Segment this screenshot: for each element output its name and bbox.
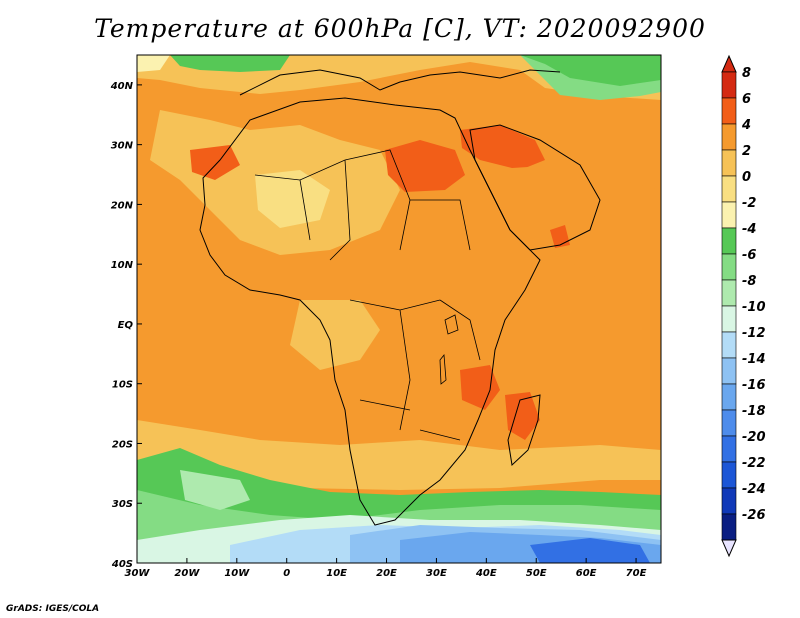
x-axis-ticks: 30W 20W 10W 0 10E 20E 30E 40E 50E 60E 70E	[125, 558, 647, 579]
colorbar-label: 4	[741, 118, 751, 133]
country-borders	[254, 149, 481, 441]
madagascar-coastline	[507, 394, 541, 467]
field-north-green-east-2	[520, 55, 661, 86]
colorbar-swatch	[721, 227, 737, 255]
y-tick-label: 20N	[111, 200, 134, 211]
colorbar-swatch	[721, 123, 737, 151]
footer-credit: GrADS: IGES/COLA	[6, 604, 100, 614]
colorbar: 8 6 4 2 0 -2 -4 -6 -8 -10 -12 -14 -16 -18 -20 -22 -24 -26	[721, 54, 766, 558]
colorbar-label: -18	[742, 404, 766, 419]
colorbar-swatch	[721, 71, 737, 99]
x-tick-label: 30E	[426, 568, 447, 579]
x-tick-label: 70E	[626, 568, 647, 579]
field-nw-pale	[137, 55, 170, 72]
field-south-deep-blue	[530, 538, 650, 563]
colorbar-label: 2	[742, 144, 751, 159]
colorbar-swatch	[721, 149, 737, 177]
field-warm-nw-africa	[190, 145, 240, 180]
field-warm-madagascar	[505, 392, 540, 440]
x-tick-label: 10E	[326, 568, 347, 579]
plot-frame	[136, 54, 662, 564]
field-warm-egypt	[385, 140, 465, 192]
colorbar-label: -10	[742, 300, 766, 315]
x-tick-label: 50E	[526, 568, 547, 579]
field-warm-mozambique	[460, 365, 500, 410]
colorbar-swatch	[721, 279, 737, 307]
colorbar-swatch	[721, 305, 737, 333]
great-lakes	[439, 314, 459, 385]
x-tick-label: 40E	[475, 568, 497, 579]
colorbar-swatch	[721, 175, 737, 203]
x-tick-label: 30W	[125, 568, 151, 579]
africa-coastline	[199, 97, 541, 526]
x-tick-label: 20W	[174, 568, 200, 579]
colorbar-swatch	[721, 461, 737, 489]
field-south-light	[137, 420, 661, 490]
x-tick-label: 0	[283, 568, 290, 579]
field-arabia	[480, 165, 661, 300]
colorbar-swatch	[721, 331, 737, 359]
colorbar-label: -26	[742, 508, 766, 523]
field-north-green-west	[170, 55, 290, 72]
y-tick-label: 10S	[112, 380, 133, 391]
colorbar-swatch	[721, 435, 737, 463]
colorbar-label: -12	[742, 326, 766, 341]
y-tick-label: 20S	[112, 439, 133, 450]
colorbar-swatch	[721, 487, 737, 515]
colorbar-swatch	[721, 201, 737, 229]
colorbar-top-extend	[721, 54, 737, 73]
colorbar-label: -8	[742, 274, 756, 289]
chart-title: Temperature at 600hPa [C], VT: 202009290…	[94, 14, 706, 43]
colorbar-label: -22	[742, 456, 766, 471]
x-tick-label: 10W	[224, 568, 250, 579]
colorbar-label: -4	[742, 222, 756, 237]
colorbar-label: -2	[742, 196, 756, 211]
field-south-pale-green	[180, 470, 250, 510]
colorbar-label: -20	[742, 430, 766, 445]
colorbar-swatch	[721, 409, 737, 437]
x-tick-label: 60E	[576, 568, 597, 579]
colorbar-label: 8	[742, 66, 751, 81]
x-tick-label: 20E	[376, 568, 397, 579]
europe-coastline	[239, 69, 561, 96]
field-sahara-pale	[255, 170, 330, 228]
field-congo-light	[290, 300, 380, 370]
field-warm-arabia-north	[460, 125, 545, 170]
temperature-field	[137, 55, 661, 563]
y-tick-label: EQ	[118, 320, 134, 331]
colorbar-label: -24	[742, 482, 766, 497]
colorbar-swatch	[721, 357, 737, 385]
colorbar-bottom-extend	[721, 539, 737, 558]
y-tick-label: 40N	[110, 81, 134, 92]
colorbar-label: -16	[742, 378, 766, 393]
colorbar-label: 6	[742, 92, 751, 107]
y-axis-ticks: 40N 30N 20N 10N EQ 10S 20S 30S 40S	[110, 81, 142, 570]
y-tick-label: 30N	[111, 141, 134, 152]
colorbar-label: 0	[742, 170, 751, 185]
colorbar-swatch	[721, 97, 737, 125]
colorbar-label: -6	[742, 248, 756, 263]
colorbar-swatch	[721, 383, 737, 411]
colorbar-swatch	[721, 253, 737, 281]
colorbar-label: -14	[742, 352, 766, 367]
y-tick-label: 30S	[112, 499, 133, 510]
y-tick-label: 40S	[111, 559, 133, 570]
arabia-coastline	[469, 124, 601, 251]
y-tick-label: 10N	[111, 260, 134, 271]
colorbar-swatch	[721, 513, 737, 541]
